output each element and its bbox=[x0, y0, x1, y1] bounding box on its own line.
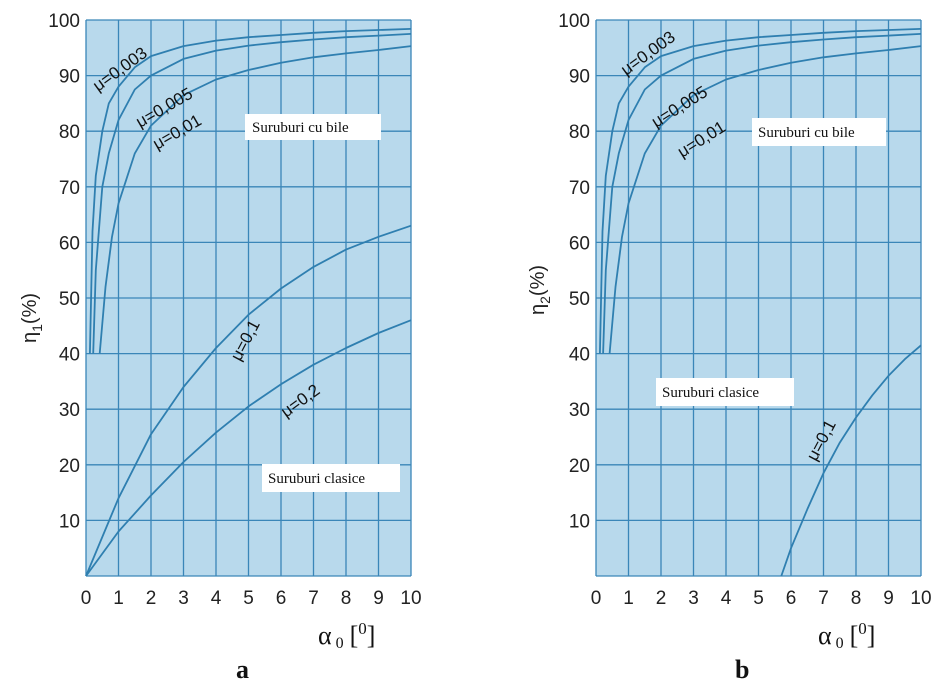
chart-b-xlabel-symbol: α bbox=[818, 621, 832, 650]
chart-a-subtitle: a bbox=[236, 655, 249, 684]
chart-a-x-tick-1: 1 bbox=[113, 588, 124, 609]
chart-a-y-tick-60: 60 bbox=[59, 233, 80, 254]
chart-b-y-tick-10: 10 bbox=[569, 511, 590, 532]
chart-a-xlabel-superscript: 0 bbox=[358, 619, 367, 638]
chart-a-series-3 bbox=[85, 224, 412, 577]
chart-b-annotation-box-classic bbox=[656, 378, 794, 406]
chart-b-series-2 bbox=[608, 45, 922, 354]
chart-a-y-tick-70: 70 bbox=[59, 178, 80, 199]
chart-a-y-tick-80: 80 bbox=[59, 122, 80, 143]
chart-b-ylabel-unit: (%) bbox=[527, 265, 549, 296]
svg-text:η1(%): η1(%) bbox=[19, 293, 45, 343]
chart-a-y-tick-100: 100 bbox=[48, 11, 80, 32]
chart-a-y-ticks: 10 20 30 40 50 60 70 80 90 100 bbox=[48, 11, 80, 532]
chart-b-y-tick-80: 80 bbox=[569, 122, 590, 143]
chart-b-ylabel-symbol: η bbox=[527, 304, 549, 315]
chart-b-ylabel-subscript: 2 bbox=[537, 296, 553, 304]
chart-a-x-tick-2: 2 bbox=[146, 588, 157, 609]
chart-b-series-0 bbox=[599, 28, 922, 354]
chart-b-x-tick-4: 4 bbox=[721, 588, 732, 609]
chart-b-y-tick-50: 50 bbox=[569, 289, 590, 310]
chart-a-annotation-classic-screws: Suruburi clasice bbox=[268, 471, 365, 487]
chart-b-xlabel-subscript: 0 bbox=[836, 635, 844, 652]
chart-b-xlabel-bracket-open: [ bbox=[850, 621, 859, 650]
chart-a-x-tick-4: 4 bbox=[211, 588, 222, 609]
chart-b-y-tick-90: 90 bbox=[569, 67, 590, 88]
chart-b-y-tick-60: 60 bbox=[569, 233, 590, 254]
chart-b: μ=0,003 μ=0,005 μ=0,01 μ=0,1 Suruburi cu… bbox=[527, 11, 932, 684]
chart-a-y-tick-50: 50 bbox=[59, 289, 80, 310]
chart-b-x-tick-0: 0 bbox=[591, 588, 602, 609]
chart-a: μ=0,003 μ=0,005 μ=0,01 μ=0,1 μ=0,2 Surub… bbox=[19, 11, 422, 684]
chart-a-annotation-ball-screws: Suruburi cu bile bbox=[252, 120, 349, 136]
chart-a-series-0 bbox=[89, 28, 412, 354]
chart-a-xlabel-symbol: α bbox=[318, 621, 332, 650]
chart-a-x-tick-10: 10 bbox=[400, 588, 421, 609]
chart-b-x-tick-10: 10 bbox=[910, 588, 931, 609]
chart-a-y-tick-90: 90 bbox=[59, 67, 80, 88]
chart-b-xlabel-bracket-close: ] bbox=[867, 621, 876, 650]
chart-b-annotation-classic-screws: Suruburi clasice bbox=[662, 385, 759, 401]
chart-a-xlabel-bracket-close: ] bbox=[367, 621, 376, 650]
chart-a-x-tick-6: 6 bbox=[276, 588, 287, 609]
chart-b-x-tick-8: 8 bbox=[851, 588, 862, 609]
chart-a-x-tick-5: 5 bbox=[243, 588, 254, 609]
chart-b-x-tick-5: 5 bbox=[753, 588, 764, 609]
chart-a-annotation-box-ball bbox=[245, 114, 381, 140]
chart-a-x-tick-9: 9 bbox=[373, 588, 384, 609]
chart-b-y-tick-20: 20 bbox=[569, 456, 590, 477]
chart-a-x-ticks: 0 1 2 3 4 5 6 7 8 9 10 bbox=[81, 588, 422, 609]
chart-a-y-axis-label: η1(%) bbox=[19, 293, 45, 343]
chart-a-series-4 bbox=[85, 319, 412, 577]
chart-a-y-tick-10: 10 bbox=[59, 511, 80, 532]
chart-b-y-tick-30: 30 bbox=[569, 400, 590, 421]
chart-b-xlabel-superscript: 0 bbox=[858, 619, 867, 638]
chart-b-grid bbox=[595, 19, 922, 577]
svg-text:η2(%): η2(%) bbox=[527, 265, 553, 315]
chart-a-x-axis-label: α 0 [0] bbox=[318, 619, 375, 652]
chart-a-ylabel-unit: (%) bbox=[19, 293, 41, 324]
chart-b-y-tick-70: 70 bbox=[569, 178, 590, 199]
chart-a-x-tick-0: 0 bbox=[81, 588, 92, 609]
chart-a-curves bbox=[85, 28, 412, 577]
chart-b-annotation-ball-screws: Suruburi cu bile bbox=[758, 125, 855, 141]
chart-a-series-2 bbox=[98, 45, 412, 354]
chart-b-y-tick-100: 100 bbox=[558, 11, 590, 32]
chart-a-x-tick-8: 8 bbox=[341, 588, 352, 609]
chart-b-x-axis-label: α 0 [0] bbox=[818, 619, 875, 652]
chart-a-x-tick-7: 7 bbox=[308, 588, 319, 609]
chart-a-x-tick-3: 3 bbox=[178, 588, 189, 609]
chart-a-xlabel-subscript: 0 bbox=[336, 635, 344, 652]
chart-b-curves bbox=[599, 28, 922, 577]
chart-b-y-axis-label: η2(%) bbox=[527, 265, 553, 315]
chart-b-x-ticks: 0 1 2 3 4 5 6 7 8 9 10 bbox=[591, 588, 932, 609]
chart-a-y-tick-40: 40 bbox=[59, 345, 80, 366]
chart-a-grid bbox=[85, 19, 412, 577]
chart-b-annotation-box-ball bbox=[752, 118, 886, 146]
chart-a-annotation-box-classic bbox=[262, 464, 400, 492]
chart-b-x-tick-1: 1 bbox=[623, 588, 634, 609]
chart-b-x-tick-6: 6 bbox=[786, 588, 797, 609]
chart-a-series-1 bbox=[92, 33, 412, 354]
chart-b-series-1 bbox=[602, 33, 922, 354]
chart-b-x-tick-9: 9 bbox=[883, 588, 894, 609]
chart-b-y-tick-40: 40 bbox=[569, 345, 590, 366]
chart-b-subtitle: b bbox=[735, 655, 749, 684]
chart-b-x-tick-2: 2 bbox=[656, 588, 667, 609]
chart-b-series-3 bbox=[780, 344, 922, 577]
chart-a-xlabel-bracket-open: [ bbox=[350, 621, 359, 650]
chart-a-ylabel-symbol: η bbox=[19, 332, 41, 343]
chart-b-x-tick-7: 7 bbox=[818, 588, 829, 609]
chart-b-x-tick-3: 3 bbox=[688, 588, 699, 609]
chart-b-y-ticks: 10 20 30 40 50 60 70 80 90 100 bbox=[558, 11, 590, 532]
chart-a-y-tick-20: 20 bbox=[59, 456, 80, 477]
chart-a-y-tick-30: 30 bbox=[59, 400, 80, 421]
chart-a-ylabel-subscript: 1 bbox=[29, 324, 45, 332]
